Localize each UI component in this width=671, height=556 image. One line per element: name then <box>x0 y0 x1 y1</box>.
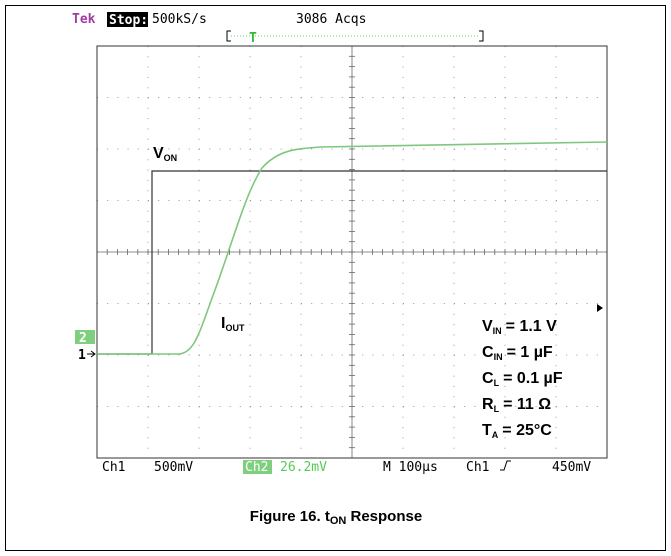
symbol: V <box>153 145 164 162</box>
sample-rate: 500kS/s <box>152 12 207 27</box>
subscript: L <box>494 378 500 388</box>
acquisitions: 3086 Acqs <box>296 12 366 27</box>
caption-sub: ON <box>330 515 347 527</box>
condition: CL = 0.1 µF <box>482 370 563 388</box>
state-box <box>107 12 148 27</box>
figure-border <box>5 5 666 551</box>
symbol: R <box>482 396 494 413</box>
condition: RL = 11 Ω <box>482 396 551 414</box>
caption-text: Response <box>346 508 422 525</box>
state: Stop: <box>109 13 148 28</box>
brand: Tek <box>72 12 96 27</box>
symbol: C <box>482 344 494 361</box>
value: = 1.1 V <box>506 318 557 335</box>
ch2-marker-box <box>75 330 95 344</box>
subscript: A <box>492 430 499 440</box>
subscript: IN <box>494 352 503 362</box>
ch1-marker: 1 <box>78 348 86 363</box>
i-out-label: IOUT <box>221 315 245 333</box>
ch1-arrow <box>87 350 96 358</box>
value: = 11 Ω <box>503 396 551 413</box>
value: = 1 µF <box>507 344 553 361</box>
trigger-level: 450mV <box>552 460 591 475</box>
caption-text: Figure 16. t <box>250 508 330 525</box>
trigger-slope <box>500 460 511 471</box>
condition: CIN = 1 µF <box>482 344 553 362</box>
trigger-marker: T <box>249 31 257 46</box>
trigger-source: Ch1 <box>466 460 489 475</box>
ch1-label: Ch1 <box>102 460 125 475</box>
ch2-marker: 2 <box>79 331 87 346</box>
ch2-box <box>243 460 272 474</box>
caption: Figure 16. tON Response <box>250 508 422 527</box>
symbol: V <box>482 318 493 335</box>
symbol: T <box>482 422 492 439</box>
subscript: IN <box>493 326 502 336</box>
graticule-frame <box>96 45 608 459</box>
i-out-trace <box>97 141 608 355</box>
trigger-level-arrow <box>597 304 603 312</box>
subscript: ON <box>164 153 178 163</box>
condition: VIN = 1.1 V <box>482 318 557 336</box>
v-on-label: VON <box>153 145 177 163</box>
value: = 25°C <box>502 422 552 439</box>
condition: TA = 25°C <box>482 422 552 440</box>
subscript: L <box>494 404 500 414</box>
timebase: M 100µs <box>383 460 438 475</box>
symbol: C <box>482 370 494 387</box>
symbol: I <box>221 315 225 332</box>
ch2-label: Ch2 <box>245 460 268 475</box>
subscript: OUT <box>225 323 245 333</box>
value: = 0.1 µF <box>503 370 563 387</box>
ch2-scale: 26.2mV <box>280 460 327 475</box>
ch1-scale: 500mV <box>154 460 193 475</box>
record-bracket <box>226 30 484 42</box>
graticule <box>96 45 608 458</box>
